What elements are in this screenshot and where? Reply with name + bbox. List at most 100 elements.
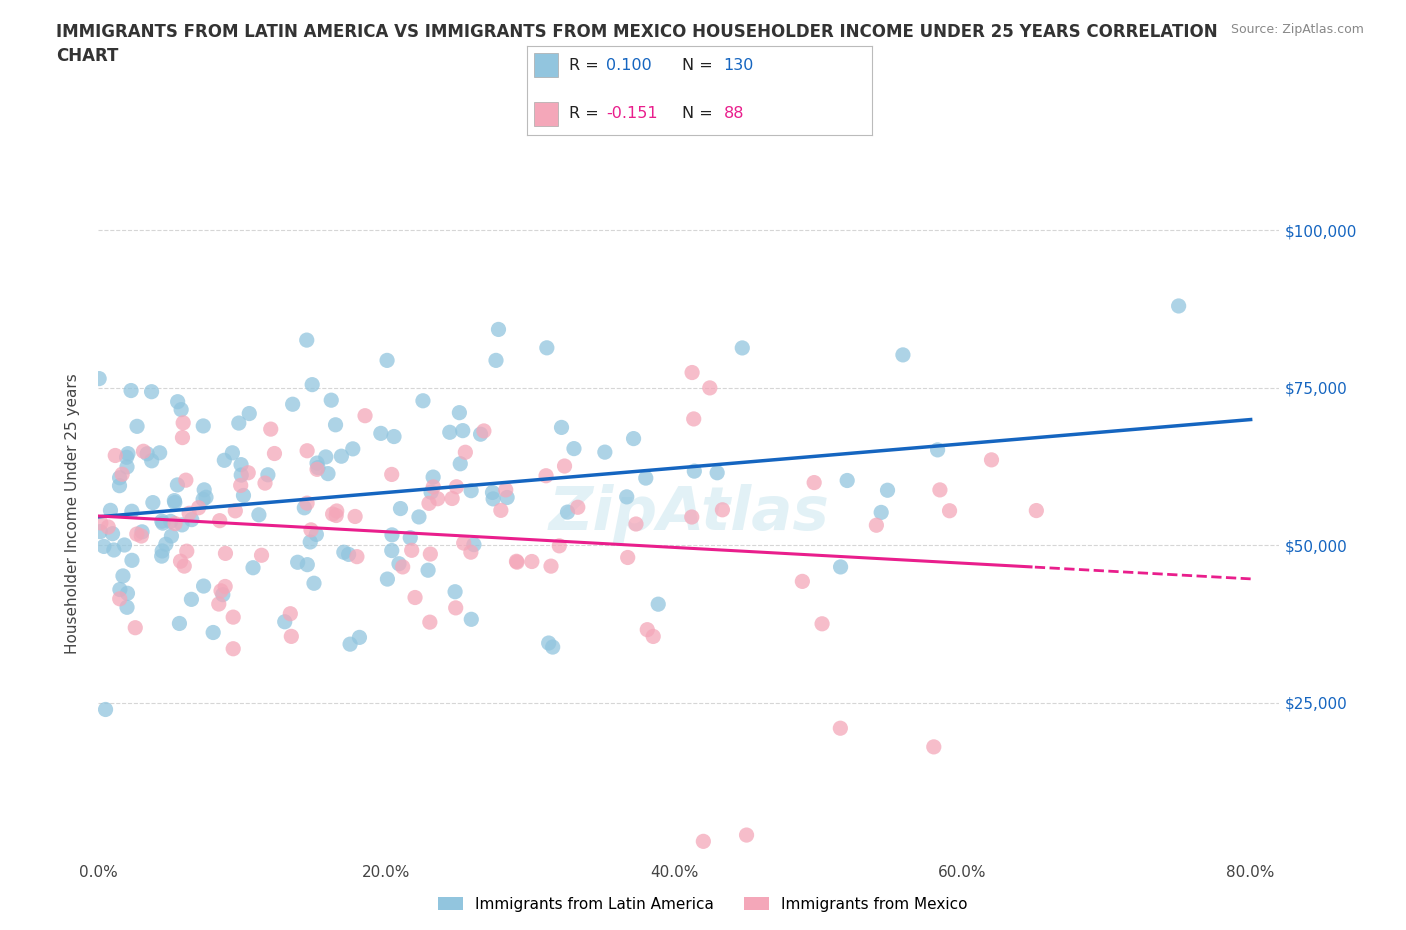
- Point: [202, 625, 225, 640]
- Point: [111, 568, 134, 583]
- Point: [439, 425, 461, 440]
- Text: N =: N =: [682, 58, 718, 73]
- Point: [307, 460, 329, 475]
- Point: [101, 526, 124, 541]
- Point: [180, 591, 202, 606]
- Point: [980, 452, 1002, 467]
- Point: [636, 622, 658, 637]
- Point: [299, 535, 322, 550]
- Point: [111, 467, 134, 482]
- Point: [108, 478, 131, 493]
- Point: [339, 637, 361, 652]
- Point: [316, 466, 339, 481]
- Point: [735, 828, 758, 843]
- Point: [489, 503, 512, 518]
- Point: [419, 615, 441, 630]
- Point: [330, 449, 353, 464]
- Y-axis label: Householder Income Under 25 years: Householder Income Under 25 years: [65, 374, 80, 654]
- Point: [683, 464, 706, 479]
- Point: [97, 520, 120, 535]
- Point: [94, 702, 117, 717]
- Point: [187, 500, 209, 515]
- Point: [120, 383, 142, 398]
- Point: [495, 483, 517, 498]
- Point: [125, 418, 148, 433]
- FancyBboxPatch shape: [534, 101, 558, 126]
- Point: [172, 431, 194, 445]
- Point: [1167, 299, 1189, 313]
- Point: [803, 475, 825, 490]
- Point: [419, 547, 441, 562]
- Point: [115, 450, 138, 465]
- Text: IMMIGRANTS FROM LATIN AMERICA VS IMMIGRANTS FROM MEXICO HOUSEHOLDER INCOME UNDER: IMMIGRANTS FROM LATIN AMERICA VS IMMIGRA…: [56, 23, 1218, 65]
- Point: [224, 503, 246, 518]
- Point: [404, 590, 426, 604]
- Point: [129, 528, 152, 543]
- Text: 0.100: 0.100: [606, 58, 652, 73]
- Text: N =: N =: [682, 106, 718, 122]
- Point: [375, 353, 398, 368]
- Point: [222, 610, 245, 625]
- Point: [176, 544, 198, 559]
- Text: 130: 130: [724, 58, 754, 73]
- Point: [792, 574, 814, 589]
- Point: [173, 559, 195, 574]
- FancyBboxPatch shape: [534, 53, 558, 77]
- Point: [418, 496, 440, 511]
- Point: [616, 550, 638, 565]
- Point: [172, 416, 194, 431]
- Point: [179, 506, 201, 521]
- Point: [927, 443, 949, 458]
- Point: [454, 445, 477, 459]
- Point: [446, 479, 468, 494]
- Point: [211, 587, 233, 602]
- Point: [593, 445, 616, 459]
- Point: [381, 527, 404, 542]
- Point: [325, 503, 347, 518]
- Text: ZipAtlas: ZipAtlas: [548, 485, 830, 543]
- Point: [150, 543, 173, 558]
- Point: [399, 530, 422, 545]
- Point: [114, 538, 136, 552]
- Point: [307, 462, 329, 477]
- Point: [472, 423, 495, 438]
- Point: [166, 394, 188, 409]
- Point: [180, 512, 202, 527]
- Point: [214, 546, 236, 561]
- Point: [382, 429, 405, 444]
- Point: [322, 507, 344, 522]
- Text: Source: ZipAtlas.com: Source: ZipAtlas.com: [1230, 23, 1364, 36]
- Point: [389, 501, 412, 516]
- Point: [125, 526, 148, 541]
- Point: [305, 527, 328, 542]
- Point: [616, 489, 638, 504]
- Text: R =: R =: [568, 106, 603, 122]
- Point: [141, 453, 163, 468]
- Point: [174, 472, 197, 487]
- Point: [257, 468, 280, 483]
- Point: [170, 517, 193, 532]
- Point: [496, 490, 519, 505]
- Point: [401, 543, 423, 558]
- Point: [482, 491, 505, 506]
- Point: [460, 484, 482, 498]
- Point: [354, 408, 377, 423]
- Point: [408, 510, 430, 525]
- Point: [441, 491, 464, 506]
- Point: [623, 432, 645, 446]
- Point: [193, 483, 215, 498]
- Point: [416, 563, 439, 578]
- Point: [131, 525, 153, 539]
- Point: [536, 340, 558, 355]
- Point: [242, 560, 264, 575]
- Point: [381, 467, 404, 482]
- Point: [449, 405, 471, 420]
- Point: [647, 597, 669, 612]
- Point: [541, 640, 564, 655]
- Point: [731, 340, 754, 355]
- Point: [104, 448, 127, 463]
- Point: [222, 642, 245, 657]
- Point: [253, 475, 276, 490]
- Point: [444, 601, 467, 616]
- Point: [214, 453, 236, 468]
